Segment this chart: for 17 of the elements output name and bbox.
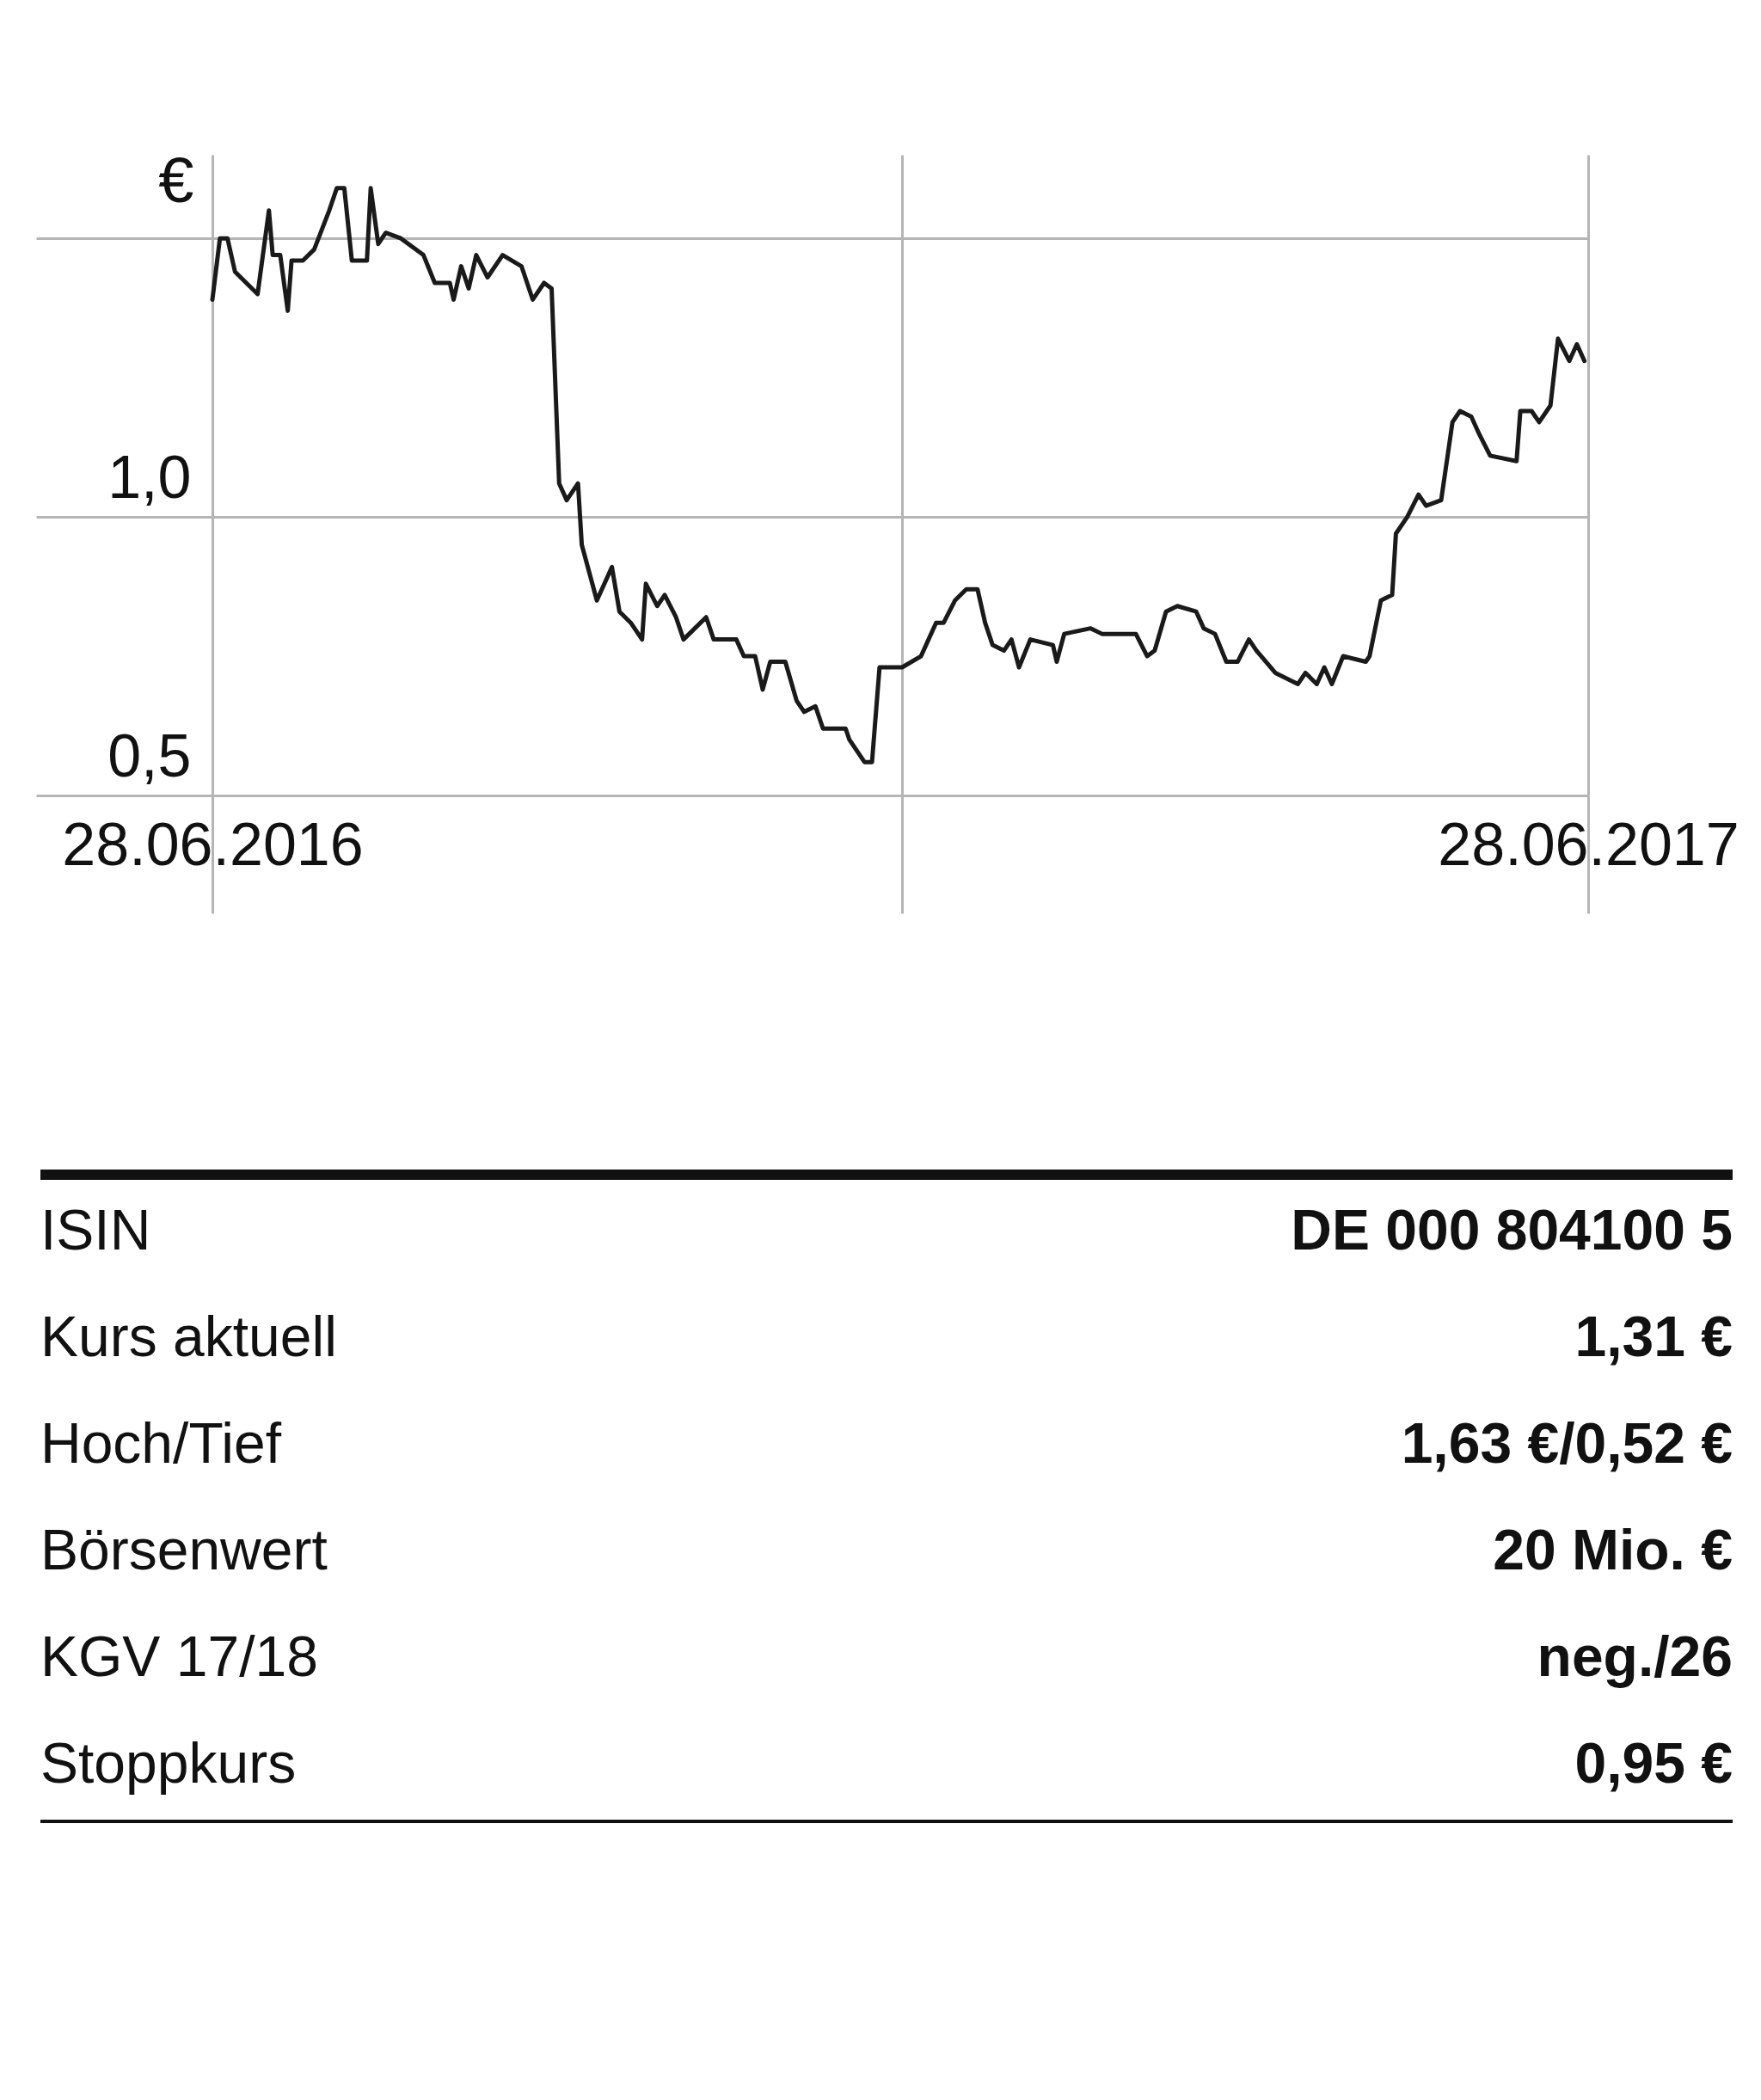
text: ISIN (40, 1197, 152, 1263)
x-tick-label: 28.06.2017 (1438, 810, 1740, 878)
text: 1,63 €/0,52 € (1400, 1410, 1733, 1477)
text: KGV 17/18 (40, 1624, 319, 1690)
text: 1,31 € (1574, 1304, 1733, 1370)
y-tick-label: 1,0 (107, 443, 192, 511)
text: 20 Mio. € (1492, 1517, 1733, 1583)
text: DE 000 804100 5 (1290, 1197, 1733, 1263)
text: Börsenwert (40, 1517, 328, 1583)
text: Kurs aktuell (40, 1304, 338, 1370)
text: Stoppkurs (40, 1730, 298, 1796)
text: neg./26 (1536, 1624, 1733, 1690)
y-tick-label: 0,5 (107, 721, 192, 789)
text: 0,95 € (1574, 1730, 1733, 1796)
text: Hoch/Tief (40, 1410, 283, 1477)
y-axis-title: € (158, 144, 194, 216)
x-tick-label: 28.06.2016 (62, 810, 364, 878)
